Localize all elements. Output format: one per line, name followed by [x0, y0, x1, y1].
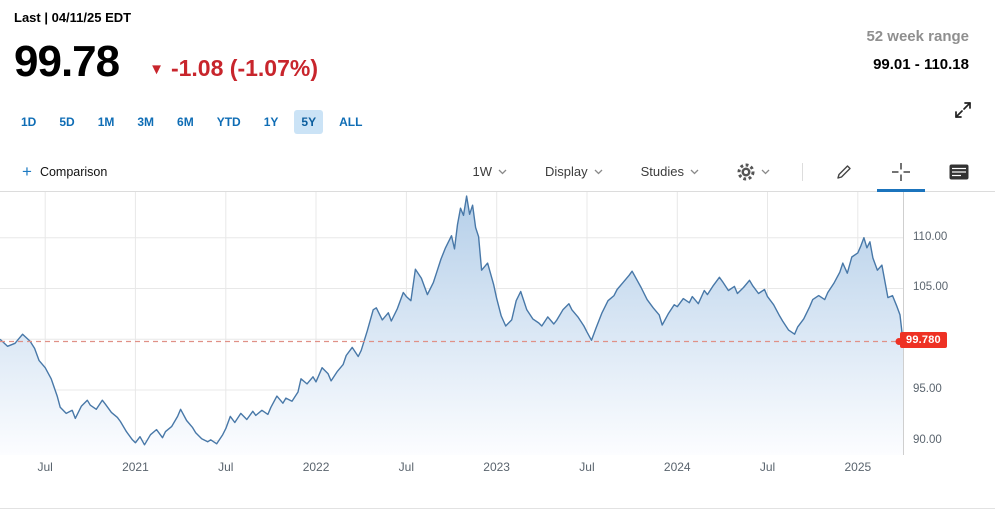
chevron-down-icon [498, 169, 507, 174]
chevron-down-icon [594, 169, 603, 174]
price-change-text: -1.08 (-1.07%) [170, 55, 318, 81]
y-axis-label: 105.00 [913, 281, 949, 294]
down-arrow-icon: ▼ [149, 61, 164, 78]
x-axis-label: Jul [37, 460, 53, 474]
x-axis-label: Jul [398, 460, 415, 474]
tab-6m[interactable]: 6M [170, 110, 201, 134]
bottom-divider [0, 508, 995, 509]
display-dropdown[interactable]: Display [539, 152, 609, 191]
events-tool-button[interactable] [943, 152, 975, 191]
display-label: Display [545, 164, 588, 179]
tab-5d[interactable]: 5D [52, 110, 81, 134]
comparison-button[interactable]: + Comparison [16, 162, 113, 181]
toolbar-right: 1W Display Studies [467, 152, 976, 192]
chart-toolbar: + Comparison 1W Display Studies [0, 152, 995, 192]
x-axis-label: 2023 [483, 460, 510, 474]
news-icon [949, 164, 969, 179]
last-timestamp: Last | 04/11/25 EDT [14, 10, 132, 25]
price-row: 99.78 ▼ -1.08 (-1.07%) [14, 36, 971, 92]
x-axis-label: Jul [759, 460, 776, 474]
price-chart[interactable] [0, 192, 903, 455]
week-range-value: 99.01 - 110.18 [873, 56, 969, 73]
price-change: ▼ -1.08 (-1.07%) [149, 55, 318, 82]
x-axis-label: 2025 [844, 460, 872, 474]
x-axis-label: Jul [218, 460, 234, 474]
settings-dropdown[interactable] [731, 152, 776, 191]
chart-area: 99.780 110.00 105.00 95.00 90.00 [0, 192, 995, 455]
crosshair-icon [892, 162, 910, 181]
range-tabs: 1D 5D 1M 3M 6M YTD 1Y 5Y ALL [0, 108, 995, 136]
interval-label: 1W [472, 164, 493, 179]
week-range-label: 52 week range [866, 28, 969, 45]
chevron-down-icon [761, 169, 770, 174]
fullscreen-button[interactable] [951, 98, 975, 125]
x-axis-label: 2021 [122, 460, 149, 474]
y-axis-label: 95.00 [913, 383, 942, 395]
tab-1m[interactable]: 1M [91, 110, 122, 134]
x-axis-label: Jul [579, 460, 595, 474]
tab-3m[interactable]: 3M [130, 110, 161, 134]
week-range-block: 52 week range 99.01 - 110.18 [866, 28, 969, 73]
last-price: 99.78 [14, 37, 120, 86]
comparison-label: Comparison [39, 164, 108, 179]
interval-dropdown[interactable]: 1W [467, 152, 514, 191]
y-axis[interactable]: 99.780 110.00 105.00 95.00 90.00 [900, 192, 995, 455]
gear-icon [737, 163, 755, 180]
plus-icon: + [22, 162, 32, 181]
chevron-down-icon [690, 169, 699, 174]
pencil-icon [837, 164, 851, 179]
quote-header: Last | 04/11/25 EDT 99.78 ▼ -1.08 (-1.07%… [0, 0, 995, 92]
tab-ytd[interactable]: YTD [210, 110, 248, 134]
toolbar-divider [802, 162, 803, 181]
x-axis-label: 2022 [302, 460, 330, 474]
y-axis-label: 90.00 [913, 433, 942, 446]
price-badge: 99.780 [900, 332, 947, 349]
studies-label: Studies [640, 164, 684, 179]
expand-icon [955, 102, 971, 118]
y-axis-label: 110.00 [913, 230, 948, 243]
tab-all[interactable]: ALL [332, 110, 369, 134]
tab-5y[interactable]: 5Y [294, 110, 324, 134]
tab-1y[interactable]: 1Y [257, 110, 286, 134]
studies-dropdown[interactable]: Studies [635, 152, 705, 191]
x-axis[interactable]: Jul 2021 Jul 2022 Jul 2023 Jul 2024 Jul 2025 [0, 455, 903, 477]
crosshair-tool-button[interactable] [877, 152, 925, 192]
draw-tool-button[interactable] [829, 152, 859, 191]
x-axis-label: 2024 [663, 460, 691, 474]
tab-1d[interactable]: 1D [14, 110, 43, 134]
